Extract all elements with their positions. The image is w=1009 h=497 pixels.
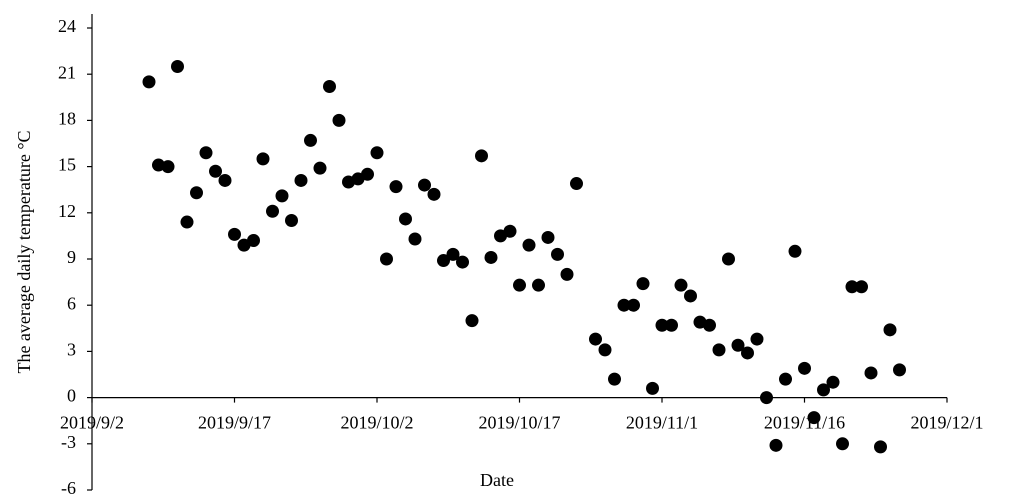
point (228, 227, 241, 241)
point (142, 75, 156, 89)
point (418, 178, 431, 192)
y-tick-label: 15 (58, 155, 76, 175)
point (722, 252, 735, 266)
y-tick-label: 6 (67, 293, 76, 313)
point (807, 411, 821, 425)
point (304, 133, 317, 147)
point (522, 238, 536, 252)
point (741, 346, 754, 360)
point (532, 278, 545, 292)
x-tick-label: 2019/9/2 (60, 413, 124, 433)
x-tick-label: 2019/9/17 (198, 413, 271, 433)
point (864, 366, 878, 380)
point (541, 230, 555, 244)
point (475, 149, 488, 163)
point (788, 244, 802, 258)
point (703, 318, 716, 332)
point (893, 363, 906, 377)
point (332, 113, 346, 127)
y-tick-label: 0 (67, 386, 76, 406)
point (503, 224, 517, 238)
point (636, 277, 650, 291)
point (266, 204, 279, 218)
x-tick-label: 2019/10/2 (340, 413, 413, 433)
point (275, 189, 289, 203)
point (674, 278, 688, 292)
point (180, 215, 194, 229)
point (380, 252, 393, 266)
point (665, 318, 678, 332)
point (655, 318, 669, 332)
point (836, 437, 849, 451)
point (456, 255, 469, 269)
point (750, 332, 764, 346)
point (256, 152, 270, 166)
y-tick-label: 9 (67, 247, 76, 267)
point (513, 278, 526, 292)
point (617, 298, 631, 312)
point (427, 187, 441, 201)
point (712, 343, 726, 357)
point (798, 361, 811, 375)
point (399, 212, 412, 226)
point (437, 254, 450, 268)
point (817, 383, 830, 397)
point (484, 250, 498, 264)
point (646, 381, 659, 395)
point (826, 375, 840, 389)
y-tick-label: 21 (58, 62, 76, 82)
point (294, 173, 308, 187)
point (190, 186, 203, 200)
point (389, 180, 403, 194)
y-tick-label: 18 (58, 109, 76, 129)
point (408, 232, 422, 246)
point (370, 146, 384, 160)
point (285, 214, 298, 227)
point (874, 440, 887, 454)
y-tick-label: 12 (58, 201, 76, 221)
point (731, 338, 745, 352)
y-tick-label: 24 (58, 16, 76, 36)
point (171, 60, 184, 73)
point (883, 323, 897, 337)
point (627, 298, 640, 312)
x-axis-label: Date (480, 470, 514, 490)
point (608, 372, 621, 386)
y-axis-label: The average daily temperature °C (14, 130, 34, 373)
point (161, 160, 175, 174)
point (446, 247, 460, 261)
point (313, 161, 327, 175)
point (209, 164, 222, 178)
point (855, 280, 868, 294)
y-tick-label: -3 (61, 432, 76, 452)
point (560, 267, 574, 281)
x-tick-label: 2019/10/17 (478, 413, 560, 433)
point (218, 173, 232, 187)
point (570, 177, 583, 191)
y-tick-label: 3 (67, 340, 76, 360)
point (247, 234, 260, 248)
x-tick-label: 2019/11/16 (764, 413, 845, 433)
point (589, 332, 602, 346)
point (323, 80, 336, 94)
point (769, 438, 783, 452)
point (465, 314, 479, 328)
point (845, 280, 859, 294)
point (361, 167, 374, 181)
point (684, 289, 697, 303)
point (779, 372, 792, 386)
y-tick-label: -6 (61, 478, 76, 497)
point (199, 146, 213, 160)
point (598, 343, 612, 357)
point (760, 391, 773, 405)
point (551, 247, 564, 261)
x-tick-label: 2019/12/1 (910, 413, 983, 433)
x-tick-label: 2019/11/1 (626, 413, 698, 433)
